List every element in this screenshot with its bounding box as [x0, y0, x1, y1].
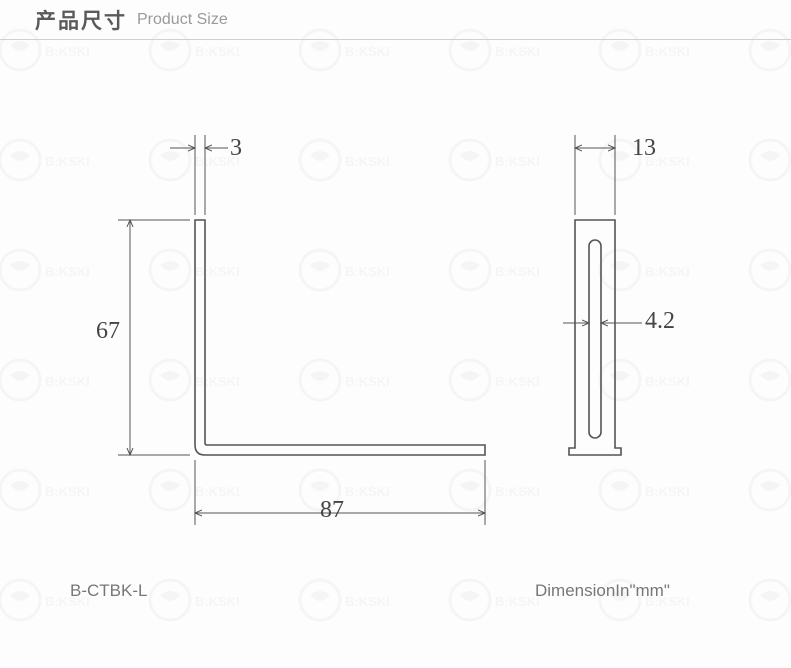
header-bar: 产品尺寸 Product Size — [0, 0, 791, 40]
dim-width-13 — [575, 135, 615, 215]
dim-height-67 — [118, 220, 190, 455]
model-code: B-CTBK-L — [70, 581, 147, 601]
title-cn: 产品尺寸 — [35, 5, 127, 35]
left-l-bracket — [195, 220, 485, 455]
diagram-area: 3 67 87 13 4.2 B-CTBK-L DimensionIn"mm" — [0, 40, 791, 668]
dim-val-67: 67 — [96, 318, 120, 345]
dim-val-4-2: 4.2 — [645, 308, 675, 335]
unit-note: DimensionIn"mm" — [535, 581, 670, 601]
dim-val-3: 3 — [230, 135, 242, 162]
dim-val-87: 87 — [320, 497, 344, 524]
dim-val-13: 13 — [632, 135, 656, 162]
right-slotted-plate — [569, 220, 621, 455]
title-en: Product Size — [137, 11, 228, 29]
dim-thickness-3 — [170, 135, 228, 215]
technical-drawing — [0, 40, 791, 668]
